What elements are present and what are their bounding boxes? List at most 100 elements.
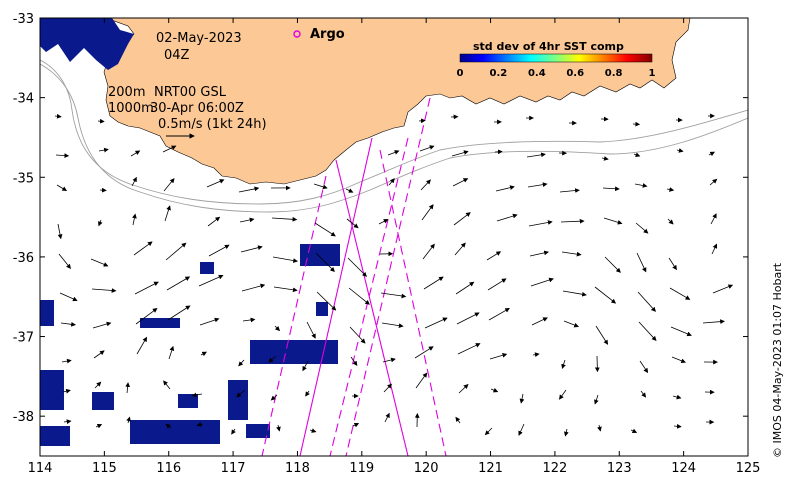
current-vector-arrow <box>451 150 469 157</box>
lat-tick-label: -36 <box>13 251 34 266</box>
current-vector-arrow <box>239 217 255 223</box>
current-vector-arrow <box>62 388 71 394</box>
current-vector-arrow <box>490 387 499 393</box>
sst-patch <box>316 302 328 316</box>
current-vector-arrow <box>57 223 63 240</box>
current-vector-arrow <box>131 176 137 187</box>
current-vector-arrow <box>676 148 684 153</box>
current-vector-arrow <box>601 156 609 161</box>
current-vector-arrow <box>135 308 158 325</box>
current-vector-arrow <box>313 183 328 190</box>
current-vector-arrow <box>91 288 117 293</box>
current-vector-arrow <box>415 372 428 389</box>
sst-patch <box>40 370 64 410</box>
current-vector-arrow <box>414 346 434 359</box>
current-vector-arrow <box>350 356 358 366</box>
current-vector-arrow <box>455 281 475 295</box>
current-vector-arrow <box>163 380 171 390</box>
current-vector-arrow <box>93 350 105 359</box>
current-vector-arrow <box>667 218 674 225</box>
current-vector-arrow <box>388 178 395 186</box>
current-vector-arrow <box>387 150 400 156</box>
current-vector-arrow <box>378 219 389 225</box>
current-vector-arrow <box>98 147 109 153</box>
current-vector-arrow <box>349 326 366 344</box>
current-vector-arrow <box>348 287 370 305</box>
lon-tick-label: 115 <box>92 461 117 476</box>
current-vector-arrow <box>165 423 172 429</box>
argo-track-solid <box>335 159 409 456</box>
argo-tracks <box>261 97 447 456</box>
current-vector-arrow <box>708 151 715 157</box>
lon-tick-label: 117 <box>221 461 246 476</box>
lon-tick-label: 118 <box>285 461 310 476</box>
current-vector-arrow <box>273 286 298 293</box>
argo-track-dashed <box>345 97 431 456</box>
latitude-axis: -33 -34 -35 -36 -37 -38 <box>13 12 748 425</box>
current-vector-arrow <box>518 423 525 436</box>
lat-tick-label: -33 <box>13 12 34 27</box>
current-vector-arrow <box>270 394 278 401</box>
current-vector-arrow <box>527 182 548 188</box>
current-vector-arrow <box>561 359 566 369</box>
current-vector-arrow <box>559 188 580 193</box>
colorbar-tick-label: 0.4 <box>528 68 546 79</box>
colorbar-tick-label: 0.2 <box>490 68 508 79</box>
current-vector-arrow <box>640 390 647 398</box>
current-vector-arrow <box>98 219 103 227</box>
current-vector-arrow <box>309 428 317 433</box>
current-vector-arrow <box>637 291 656 312</box>
current-vector-arrow <box>92 321 112 329</box>
lat-tick-label: -35 <box>13 171 34 186</box>
current-vector-arrow <box>633 152 641 157</box>
current-vector-arrow <box>164 205 171 222</box>
contour-200m <box>40 59 748 205</box>
current-vector-arrow <box>423 276 444 290</box>
current-vector-arrow <box>97 118 105 124</box>
current-vector-arrow <box>597 424 602 432</box>
depth-1000-label: 1000m <box>108 101 154 116</box>
current-vector-arrow <box>487 278 507 291</box>
current-vector-arrow <box>168 345 175 360</box>
current-vector-arrow <box>352 422 360 428</box>
colorbar-title: std dev of 4hr SST comp <box>473 40 624 53</box>
current-vector-arrow <box>268 355 277 363</box>
current-vector-arrow <box>519 393 525 404</box>
current-vector-arrow <box>199 317 220 326</box>
valid-time-label: 30-Apr 06:00Z <box>150 101 244 116</box>
current-vector-arrow <box>130 150 141 157</box>
sst-data-patches <box>40 18 340 446</box>
current-vector-arrow <box>710 213 717 225</box>
current-vector-arrow <box>305 390 310 397</box>
current-vector-arrow <box>306 321 316 339</box>
lon-tick-label: 123 <box>607 461 632 476</box>
current-vector-arrow <box>165 242 187 261</box>
argo-track-dashed <box>379 149 447 456</box>
current-vector-arrow <box>639 360 649 374</box>
current-vector-arrow <box>452 178 469 187</box>
current-vector-arrow <box>241 283 266 292</box>
current-vector-arrow <box>602 186 620 192</box>
lon-tick-label: 122 <box>542 461 567 476</box>
current-vector-arrow <box>56 184 68 192</box>
current-vector-arrow <box>495 185 515 192</box>
current-vector-arrow <box>638 321 657 342</box>
sst-patch-northwest <box>40 18 134 70</box>
argo-track-dashed <box>261 175 327 456</box>
current-vector-arrow <box>458 384 469 394</box>
argo-label: Argo <box>310 27 345 42</box>
current-vector-arrow <box>54 113 62 119</box>
current-vector-arrow <box>424 317 448 329</box>
current-vector-arrow <box>563 428 569 437</box>
current-vector-arrow <box>422 243 435 260</box>
current-vector-arrow <box>231 428 236 435</box>
current-vector-arrow <box>420 179 431 191</box>
current-vector-arrow <box>421 204 434 221</box>
lat-tick-label: -34 <box>13 92 34 107</box>
current-vector-arrow <box>496 213 518 222</box>
current-vector-arrow <box>489 352 508 360</box>
scale-label: 0.5m/s (1kt 24h) <box>158 117 267 132</box>
current-vector-arrow <box>95 423 103 429</box>
lon-tick-label: 121 <box>478 461 503 476</box>
sst-patch <box>140 318 180 328</box>
